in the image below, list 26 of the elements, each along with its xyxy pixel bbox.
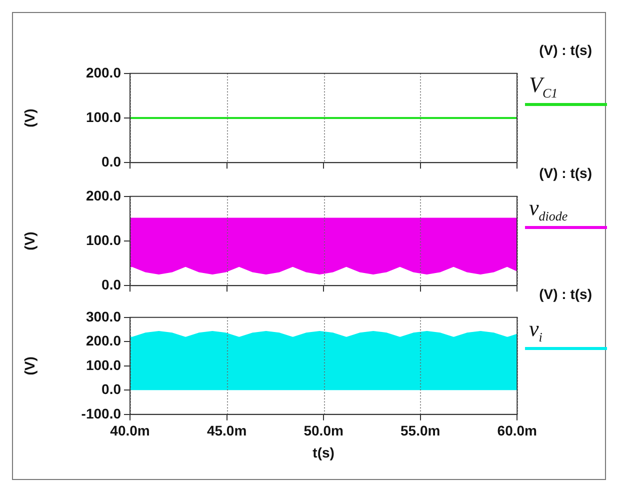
y-tick-label: 200.0 <box>86 332 122 349</box>
series-label: v$_{i}$ <box>528 316 544 346</box>
y-tick-label: 300.0 <box>86 308 122 324</box>
series-label: V$_{C1}$ <box>528 72 559 102</box>
x-tick-label: 55.0m <box>400 422 440 439</box>
y-tick-label: 0.0 <box>102 153 122 170</box>
x-tick-label: 50.0m <box>304 422 344 439</box>
y-tick-label: 200.0 <box>86 187 122 204</box>
x-tick-label: 45.0m <box>206 422 247 439</box>
x-tick-label: 60.0m <box>497 422 538 439</box>
y-axis-title: (V) <box>21 356 38 376</box>
x-tick-label: 40.0m <box>110 422 150 439</box>
y-tick-label: 100.0 <box>86 108 122 125</box>
y-tick-label: 0.0 <box>102 381 122 398</box>
text: (V) : t(s) <box>539 165 592 181</box>
y-tick-label: 100.0 <box>86 232 122 248</box>
text: (V) : t(s) <box>539 286 592 302</box>
y-axis-title: (V) <box>21 232 38 250</box>
y-tick-label: 200.0 <box>86 64 122 80</box>
y-tick-label: 0.0 <box>102 276 122 292</box>
series-label: v$_{diode}$ <box>528 195 569 224</box>
y-axis-title: (V) <box>21 108 38 128</box>
text: (V) : t(s) <box>539 42 592 58</box>
y-tick-label: 100.0 <box>86 356 122 373</box>
y-tick-label: -100.0 <box>81 405 122 422</box>
x-axis-title: t(s) <box>312 444 334 460</box>
